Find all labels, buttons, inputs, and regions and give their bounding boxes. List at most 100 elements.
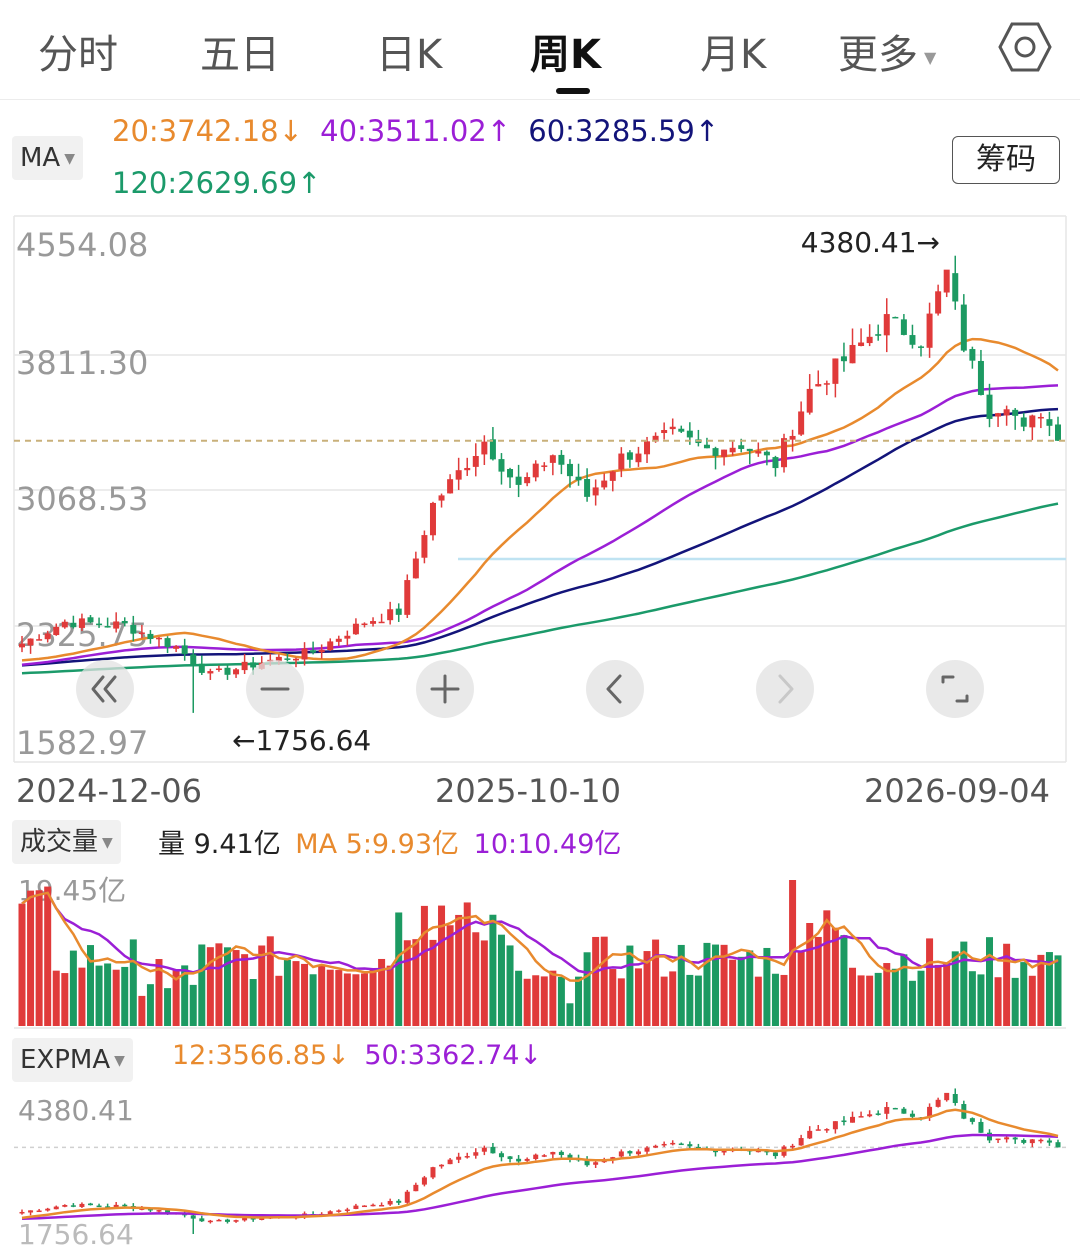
expma-candle (687, 1144, 693, 1147)
price-candle (267, 659, 274, 662)
volume-bar (266, 936, 274, 1026)
plus-icon[interactable] (416, 660, 474, 718)
settings-icon[interactable] (998, 20, 1052, 74)
date-label-end: 2026-09-04 (864, 772, 1050, 810)
expma-candle (969, 1118, 975, 1122)
expma-candle (284, 1216, 290, 1219)
volume-bar (309, 974, 317, 1026)
chevron-right-icon[interactable] (756, 660, 814, 718)
volume-bars: 19.45亿 (18, 874, 1062, 1026)
price-candle (164, 638, 171, 648)
expma-candle (875, 1113, 881, 1115)
price-candle (986, 394, 993, 419)
volume-bar (763, 947, 771, 1026)
tab-daily-k[interactable]: 日K (376, 32, 443, 78)
volume-bar (634, 968, 642, 1026)
price-candle (575, 476, 582, 481)
price-axis-label: 3811.30 (16, 344, 148, 382)
expma-candle (695, 1146, 701, 1149)
volume-bar (831, 927, 839, 1026)
volume-bar (703, 942, 711, 1026)
expma-candle (841, 1120, 847, 1123)
price-candle (729, 447, 736, 453)
tab-monthly-k[interactable]: 月K (700, 32, 767, 78)
volume-bar (104, 963, 112, 1026)
expma-candle (798, 1138, 804, 1146)
volume-moving-averages (21, 891, 1059, 983)
volume-indicator-selector[interactable]: 成交量 ▼ (12, 820, 121, 864)
price-candle (370, 621, 377, 624)
chevron-left-icon[interactable] (586, 660, 644, 718)
expma-candle (122, 1204, 128, 1207)
price-candle (609, 471, 616, 481)
volume-bar (951, 951, 959, 1026)
volume-bar (549, 970, 557, 1026)
tab-weekly-k[interactable]: 周K (530, 32, 601, 78)
price-candle (104, 626, 111, 628)
volume-bar (566, 1003, 574, 1026)
expma-candle (747, 1149, 753, 1152)
volume-bar (78, 967, 86, 1026)
expma-candle (79, 1203, 85, 1207)
price-candle (258, 662, 265, 669)
chevron-left-icon-bg[interactable] (586, 660, 644, 718)
ema12-line (21, 1108, 1059, 1220)
expma-candle (952, 1094, 958, 1104)
double-chevron-left-icon-bg[interactable] (76, 660, 134, 718)
double-chevron-left-icon[interactable] (76, 660, 134, 718)
fullscreen-icon-bg[interactable] (926, 660, 984, 718)
volume-bar (771, 973, 779, 1026)
double-chevron-left-icon-glyph[interactable] (91, 675, 117, 703)
price-candle (429, 502, 436, 536)
minus-icon-bg[interactable] (246, 660, 304, 718)
expma-candle (772, 1152, 778, 1157)
price-candle (798, 411, 805, 435)
price-candle (147, 633, 154, 640)
price-candle (952, 273, 959, 302)
plus-icon-bg[interactable] (416, 660, 474, 718)
expma-candle (62, 1204, 68, 1207)
price-candle (892, 316, 899, 319)
volume-bar (318, 964, 326, 1026)
price-candle (721, 449, 728, 457)
tab-more[interactable]: 更多 ▼ (838, 22, 936, 80)
expma-candle (601, 1160, 607, 1163)
fullscreen-icon-glyph[interactable] (941, 675, 969, 703)
volume-bar (155, 959, 163, 1026)
expma-indicator-selector[interactable]: EXPMA ▼ (12, 1038, 133, 1082)
volume-bar (677, 944, 685, 1026)
volume-bar (326, 969, 334, 1026)
fullscreen-icon[interactable] (926, 660, 984, 718)
price-candle (909, 335, 916, 345)
expma-candle (867, 1114, 873, 1117)
price-candle (763, 451, 770, 456)
price-axis-label: 1582.97 (16, 724, 148, 762)
chip-distribution-button[interactable]: 筹码 (952, 136, 1060, 184)
tab-five-day[interactable]: 五日 (200, 32, 280, 78)
chevron-right-icon-bg[interactable] (756, 660, 814, 718)
plus-icon-glyph[interactable] (430, 674, 460, 704)
volume-bar (412, 939, 420, 1026)
price-candle (592, 487, 599, 496)
price-candle (618, 453, 625, 470)
minus-icon[interactable] (246, 660, 304, 718)
price-candle (241, 661, 248, 671)
ema12-value: 12:3566.85↓ (172, 1040, 350, 1071)
price-candle (53, 626, 60, 636)
volume-bar (429, 939, 437, 1026)
tab-intraday[interactable]: 分时 (38, 32, 118, 78)
expma-candle (456, 1156, 462, 1160)
volume-bar (523, 978, 531, 1026)
chevron-left-icon-glyph[interactable] (606, 674, 622, 704)
expma-candle (927, 1106, 933, 1118)
price-candle (781, 438, 788, 468)
price-candle (327, 641, 334, 651)
ma20-line (21, 337, 1059, 662)
expma-candle (302, 1213, 308, 1218)
volume-bar (720, 944, 728, 1026)
price-candle (977, 360, 984, 395)
ma-indicator-selector[interactable]: MA ▼ (12, 136, 83, 180)
volume-bar (814, 936, 822, 1026)
chevron-right-icon-glyph[interactable] (778, 674, 794, 704)
volume-bar (575, 976, 583, 1026)
